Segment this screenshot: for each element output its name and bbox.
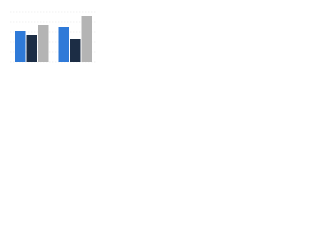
page: {"chart_data": {"type": "bar", "categori…: [0, 0, 320, 71]
bar: [70, 39, 81, 62]
bar: [81, 16, 92, 62]
bar: [15, 31, 26, 62]
bar: [58, 27, 69, 62]
bar: [38, 25, 49, 62]
bar: [26, 35, 37, 62]
chart: [10, 11, 97, 63]
